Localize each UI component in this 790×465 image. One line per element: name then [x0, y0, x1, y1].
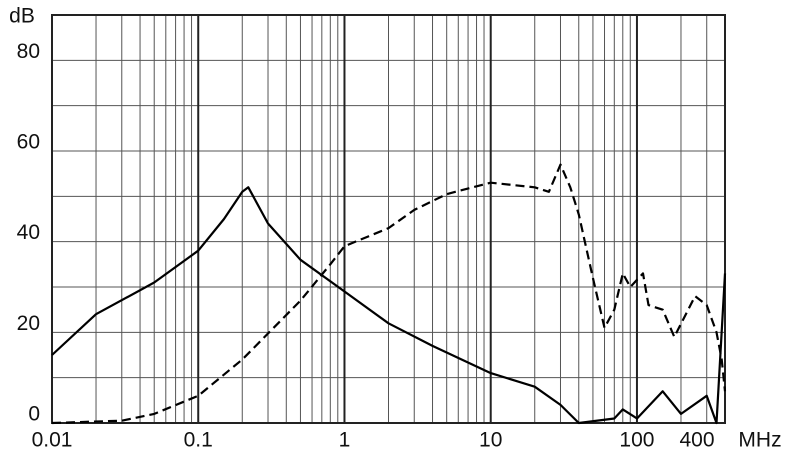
y-axis-label: dB — [9, 5, 35, 28]
x-tick-label: 400 — [679, 429, 714, 452]
plot-frame — [51, 14, 726, 424]
y-tick-label: 0 — [28, 403, 40, 426]
y-tick-label: 20 — [17, 312, 40, 335]
y-tick-label: 80 — [17, 40, 40, 63]
x-tick-label: 100 — [619, 429, 654, 452]
y-tick-label: 60 — [17, 131, 40, 154]
x-tick-label: 1 — [339, 429, 351, 452]
x-tick-label: 0.01 — [32, 429, 73, 452]
x-tick-label: 10 — [479, 429, 502, 452]
x-axis-label: MHz — [738, 429, 781, 452]
x-tick-label: 0.1 — [184, 429, 213, 452]
y-tick-label: 40 — [17, 221, 40, 244]
data-line — [51, 186, 727, 425]
data-line — [51, 163, 727, 425]
